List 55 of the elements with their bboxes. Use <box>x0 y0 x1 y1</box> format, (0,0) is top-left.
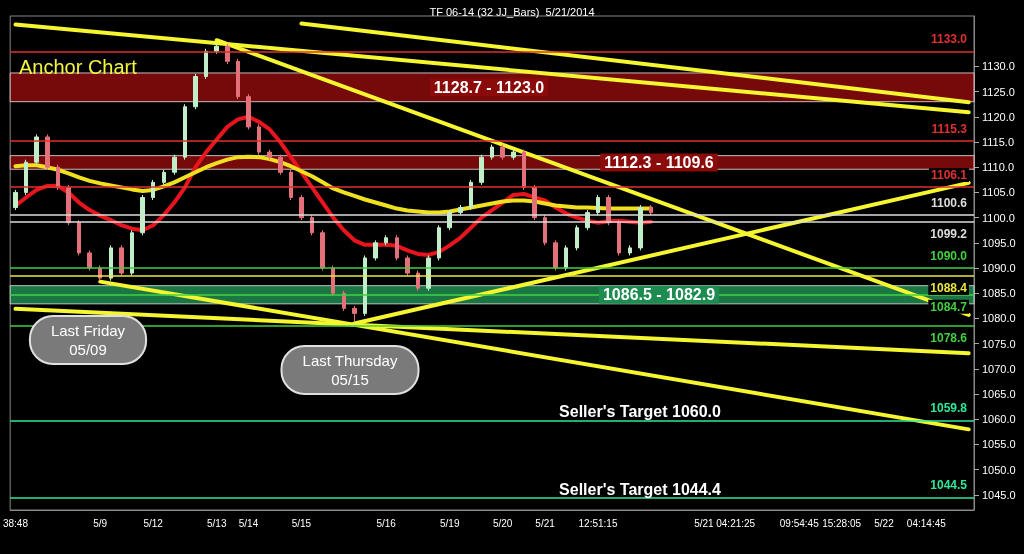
x-tick-label: 5/16 <box>376 517 397 529</box>
y-tick-label: 1120.0 <box>982 110 1015 123</box>
x-tick-label: 5/19 <box>439 517 460 529</box>
y-tick-label: 1105.0 <box>982 186 1015 199</box>
band-label: 1086.5 - 1082.9 <box>602 286 716 304</box>
ref-line-label: 1044.5 <box>930 478 968 493</box>
text: Anchor Chart <box>19 56 138 78</box>
y-tick-label: 1065.0 <box>982 388 1016 401</box>
ref-line-label: 1099.2 <box>930 226 968 241</box>
x-tick-label: 38:48 <box>2 517 29 529</box>
x-tick-label: 09:54:45 <box>779 517 820 529</box>
y-tick-label: 1085.0 <box>982 287 1016 300</box>
y-tick-label: 1125.0 <box>982 85 1015 98</box>
x-tick-label: 12:51:15 <box>578 517 618 529</box>
y-tick-label: 1060.0 <box>982 413 1016 426</box>
x-tick-label: 5/20 <box>492 517 513 529</box>
ref-line-label: 1084.7 <box>930 299 968 314</box>
annotation: Last Friday 05/09 <box>50 322 126 358</box>
x-tick-label: 5/12 <box>143 517 164 529</box>
y-tick-label: 1080.0 <box>982 312 1016 325</box>
ref-line-label: 1090.0 <box>930 249 968 264</box>
y-tick-label: 1110.0 <box>982 161 1015 174</box>
band-label: 1128.7 - 1123.0 <box>433 78 545 96</box>
chart-subtitle: TF 06-14 (32 JJ_Bars) 5/21/2014 <box>429 5 595 18</box>
y-tick-label: 1115.0 <box>982 136 1015 149</box>
ref-line-label: 1059.8 <box>930 401 968 416</box>
annotation: Seller's Target 1044.4 <box>559 480 722 498</box>
ref-line-label: 1133.0 <box>930 32 968 47</box>
x-tick-label: 5/15 <box>291 517 312 529</box>
x-tick-label: 15:28:05 <box>822 517 862 529</box>
y-tick-label: 1100.0 <box>982 211 1015 224</box>
ref-line-label: 1106.1 <box>930 167 968 182</box>
annotation: Last Thursday 05/15 <box>302 352 398 388</box>
band-label: 1112.3 - 1109.6 <box>604 153 714 171</box>
ref-line-label: 1088.4 <box>930 281 968 296</box>
x-tick-label: 5/21 <box>694 517 715 529</box>
y-tick-label: 1075.0 <box>982 337 1016 350</box>
x-tick-label: 5/13 <box>206 517 227 529</box>
ref-line-label: 1115.3 <box>931 121 968 136</box>
y-tick-label: 1130.0 <box>982 60 1015 73</box>
x-tick-label: 04:21:25 <box>716 517 756 529</box>
y-tick-label: 1045.0 <box>982 488 1016 501</box>
annotation: Seller's Target 1060.0 <box>559 402 722 420</box>
y-tick-label: 1095.0 <box>982 236 1016 249</box>
y-tick-label: 1055.0 <box>982 438 1016 451</box>
x-tick-label: 5/9 <box>93 517 108 529</box>
x-tick-label: 5/22 <box>874 517 895 529</box>
ref-line-label: 1100.6 <box>930 195 968 210</box>
y-tick-label: 1070.0 <box>982 362 1016 375</box>
ref-line-label: 1078.6 <box>930 330 968 345</box>
x-tick-label: 5/14 <box>238 517 259 529</box>
x-tick-label: 5/21 <box>535 517 556 529</box>
y-tick-label: 1090.0 <box>982 262 1016 275</box>
y-tick-label: 1050.0 <box>982 463 1016 476</box>
x-tick-label: 04:14:45 <box>906 517 947 529</box>
